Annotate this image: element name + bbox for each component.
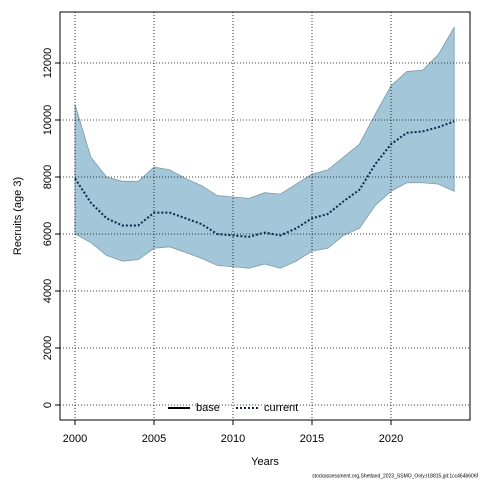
x-tick-label: 2000 xyxy=(63,433,87,445)
x-tick-label: 2005 xyxy=(142,433,166,445)
y-tick-label: 8000 xyxy=(42,165,54,189)
x-tick-label: 2010 xyxy=(221,433,245,445)
legend-label: base xyxy=(196,402,220,414)
y-tick-label: 0 xyxy=(42,402,54,408)
y-tick-label: 10000 xyxy=(42,105,54,136)
y-tick-label: 6000 xyxy=(42,222,54,246)
line-series xyxy=(74,120,455,238)
footer: stockassessment.org,Shetland_2023_SSMO_O… xyxy=(312,473,478,479)
x-tick-label: 2020 xyxy=(379,433,403,445)
plot-frame xyxy=(59,11,471,421)
y-tick-label: 2000 xyxy=(42,336,54,360)
x-tick-label: 2015 xyxy=(300,433,324,445)
y-axis-label: Recruits (age 3) xyxy=(12,177,24,255)
confidence-band xyxy=(74,25,455,269)
x-axis-label: Years xyxy=(251,456,279,468)
legend-label: current xyxy=(264,402,298,414)
y-tick-label: 4000 xyxy=(42,279,54,303)
y-tick-label: 12000 xyxy=(42,48,54,79)
